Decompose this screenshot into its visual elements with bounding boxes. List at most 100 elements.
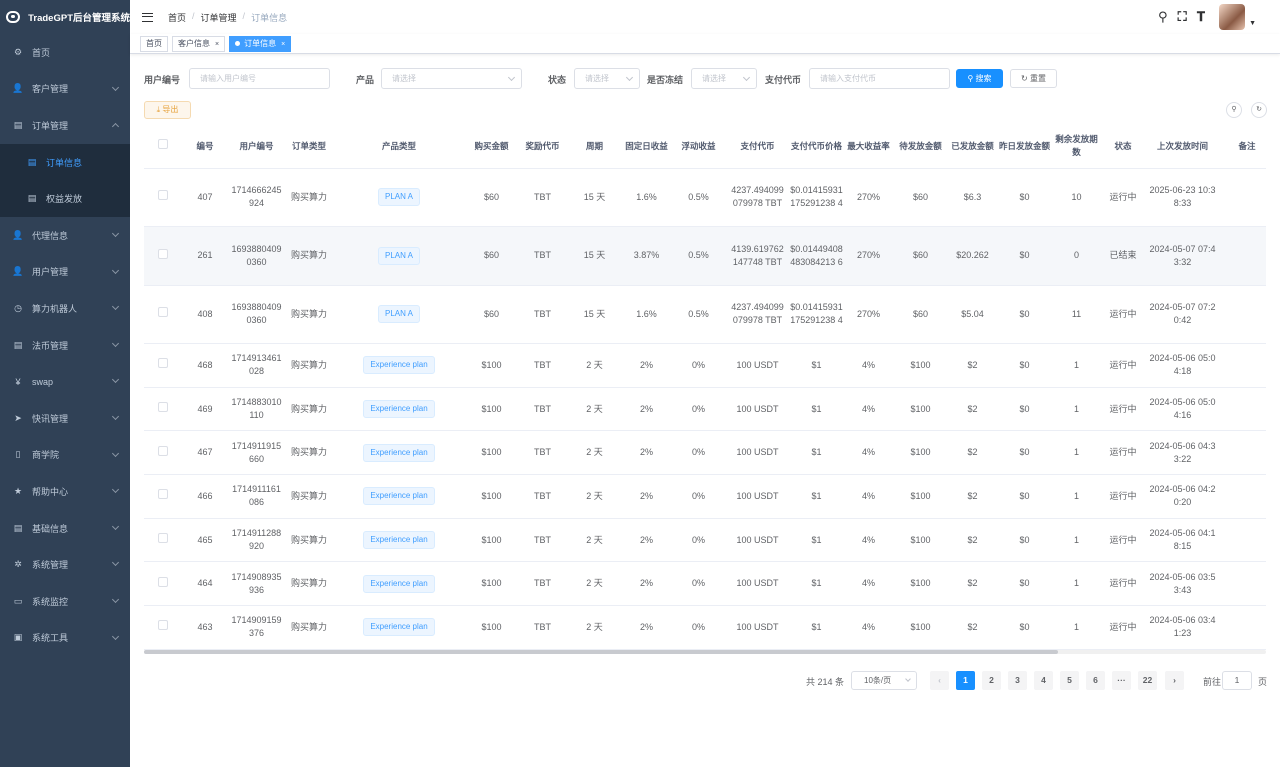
table-row[interactable]: 464 1714908935936 购买算力 Experience plan $100 T… [144, 561, 1266, 607]
tag-order-info[interactable]: 订单信息 × [229, 35, 292, 52]
status-select[interactable]: 请选择 [574, 68, 640, 89]
sidebar-item-6[interactable]: ▤ 法币管理 [0, 327, 130, 364]
pay-token-input[interactable]: 请输入支付代币 [809, 68, 950, 89]
sidebar-item-8[interactable]: ➤ 快讯管理 [0, 400, 130, 437]
table-cell: 15 天 [566, 285, 623, 344]
export-button[interactable]: ⤓ 导出 [144, 101, 191, 119]
font-size-icon[interactable]: 𝐓 [1196, 9, 1206, 24]
goto-page-input[interactable]: 1 [1222, 671, 1252, 690]
sidebar-item-4[interactable]: 👤 用户管理 [0, 254, 130, 291]
column-header: 剩余发放期数 [1053, 125, 1100, 169]
close-icon[interactable]: × [281, 40, 286, 48]
sidebar-item-1[interactable]: 👤 客户管理 [0, 71, 130, 108]
product-select[interactable]: 请选择 [381, 68, 522, 89]
row-checkbox[interactable] [157, 445, 168, 456]
pagination: 共 214 条 10条/页 ‹ 1 2 3 4 5 6 ··· 22 › 前往 1 页 [806, 671, 1267, 690]
page-number-button[interactable]: 1 [956, 671, 975, 690]
sidebar-item-5[interactable]: ◷ 算力机器人 [0, 290, 130, 327]
user-id-label: 用户编号 [144, 75, 181, 85]
table-row[interactable]: 468 1714913461028 购买算力 Experience plan $100 T… [144, 343, 1266, 388]
sidebar-item-0[interactable]: ⚙ 首页 [0, 34, 130, 71]
tag-customer-info[interactable]: 客户信息 × [172, 35, 226, 52]
chevron-icon [111, 83, 120, 91]
row-checkbox[interactable] [157, 248, 168, 259]
chevron-icon [111, 559, 120, 567]
sidebar-item-13[interactable]: ▭ 系统监控 [0, 583, 130, 620]
horizontal-scrollbar[interactable] [144, 650, 1058, 654]
table-row[interactable]: 465 1714911288920 购买算力 Experience plan $100 T… [144, 518, 1266, 563]
row-checkbox[interactable] [157, 620, 168, 631]
table-cell: 11 [1053, 285, 1100, 344]
sidebar-item-7[interactable]: ¥ swap [0, 363, 130, 400]
table-row[interactable]: 466 1714911161086 购买算力 Experience plan $100 T… [144, 474, 1266, 519]
page-number-button[interactable]: 3 [1008, 671, 1027, 690]
page-size-select[interactable]: 10条/页 [851, 671, 917, 690]
table-cell: $0 [996, 474, 1053, 519]
order-table: 编号 用户编号 订单类型 产品类型 购买金额 奖励代币 周期 固定日收益 浮动收益 支付代币 支付代… [144, 125, 1266, 650]
table-row[interactable]: 469 1714883010110 购买算力 Experience plan $100 T… [144, 387, 1266, 432]
search-button[interactable]: ⚲ 搜索 [956, 69, 1003, 88]
page-number-button[interactable]: 2 [982, 671, 1001, 690]
prev-page-button[interactable]: ‹ [930, 671, 949, 690]
fullscreen-icon[interactable]: ⛶ [1177, 9, 1187, 24]
breadcrumb-order-mgmt[interactable]: 订单管理 [200, 12, 237, 23]
tag-home[interactable]: 首页 [140, 35, 168, 52]
user-id-input[interactable]: 请输入用户编号 [189, 68, 330, 89]
row-checkbox[interactable] [157, 533, 168, 544]
avatar[interactable] [1219, 4, 1246, 30]
sidebar-item-3[interactable]: 👤 代理信息 [0, 217, 130, 254]
table-cell: 运行中 [1100, 561, 1146, 607]
page-ellipsis[interactable]: ··· [1112, 671, 1131, 690]
table-cell: Experience plan [334, 343, 464, 388]
column-header: 上次发放时间 [1146, 125, 1219, 169]
hamburger-icon[interactable] [142, 12, 153, 22]
table-cell [1219, 343, 1266, 388]
row-checkbox[interactable] [157, 190, 168, 201]
row-checkbox[interactable] [157, 402, 168, 413]
table-row[interactable]: 407 1714666245924 购买算力 PLAN A $60 TBT 15 天 1.6%… [144, 168, 1266, 227]
close-icon[interactable]: × [215, 40, 220, 48]
page-number-button[interactable]: 5 [1060, 671, 1079, 690]
user-icon: 👤 [12, 83, 24, 94]
sidebar-item-2[interactable]: ▤ 订单管理 [0, 107, 130, 144]
table-cell [1219, 561, 1266, 607]
sidebar-item-9[interactable]: ▯ 商学院 [0, 437, 130, 474]
page-number-button[interactable]: 4 [1034, 671, 1053, 690]
sidebar-subitem-0[interactable]: ▤ 订单信息 [0, 144, 130, 181]
row-checkbox[interactable] [157, 358, 168, 369]
table-cell: PLAN A [334, 285, 464, 344]
sidebar-subitem-1[interactable]: ▤ 权益发放 [0, 180, 130, 217]
table-cell: TBT [519, 561, 566, 607]
table-body: 407 1714666245924 购买算力 PLAN A $60 TBT 15 天 1.6%… [144, 168, 1266, 650]
product-type-tag: Experience plan [363, 443, 435, 462]
breadcrumb-home[interactable]: 首页 [168, 12, 187, 23]
sidebar-item-10[interactable]: ★ 帮助中心 [0, 473, 130, 510]
table-cell: 2% [623, 518, 670, 563]
sidebar-item-12[interactable]: ✲ 系统管理 [0, 546, 130, 583]
table-row[interactable]: 467 1714911915660 购买算力 Experience plan $100 T… [144, 430, 1266, 476]
table-row[interactable]: 463 1714909159376 购买算力 Experience plan $100 T… [144, 605, 1266, 650]
sidebar-item-11[interactable]: ▤ 基础信息 [0, 510, 130, 547]
page-number-button[interactable]: 22 [1138, 671, 1157, 690]
table-cell: $100 [464, 518, 519, 563]
reset-button[interactable]: ↻ 重置 [1010, 69, 1057, 88]
row-checkbox[interactable] [157, 307, 168, 318]
page-number-button[interactable]: 6 [1086, 671, 1105, 690]
row-checkbox[interactable] [157, 489, 168, 500]
table-row[interactable]: 408 16938804090360 购买算力 PLAN A $60 TBT 15 天 1.6… [144, 285, 1266, 344]
caret-down-icon[interactable]: ▼ [1249, 19, 1256, 27]
refresh-button[interactable]: ↻ [1251, 102, 1267, 118]
sidebar-item-14[interactable]: ▣ 系统工具 [0, 620, 130, 657]
table-cell: $0 [996, 561, 1053, 607]
toggle-search-button[interactable]: ⚲ [1226, 102, 1242, 118]
app-logo[interactable]: TradeGPT后台管理系统 [0, 0, 130, 34]
search-icon[interactable]: ⚲ [1158, 9, 1168, 24]
select-all-checkbox[interactable] [157, 139, 168, 150]
table-cell: 4% [845, 387, 892, 432]
table-cell: 2024-05-07 07:43:32 [1146, 226, 1219, 286]
next-page-button[interactable]: › [1165, 671, 1184, 690]
row-checkbox[interactable] [157, 576, 168, 587]
table-row[interactable]: 261 16938804090360 购买算力 PLAN A $60 TBT 15 天 3.8… [144, 226, 1266, 286]
frozen-select[interactable]: 请选择 [691, 68, 757, 89]
table-cell: 100 USDT [727, 430, 788, 476]
